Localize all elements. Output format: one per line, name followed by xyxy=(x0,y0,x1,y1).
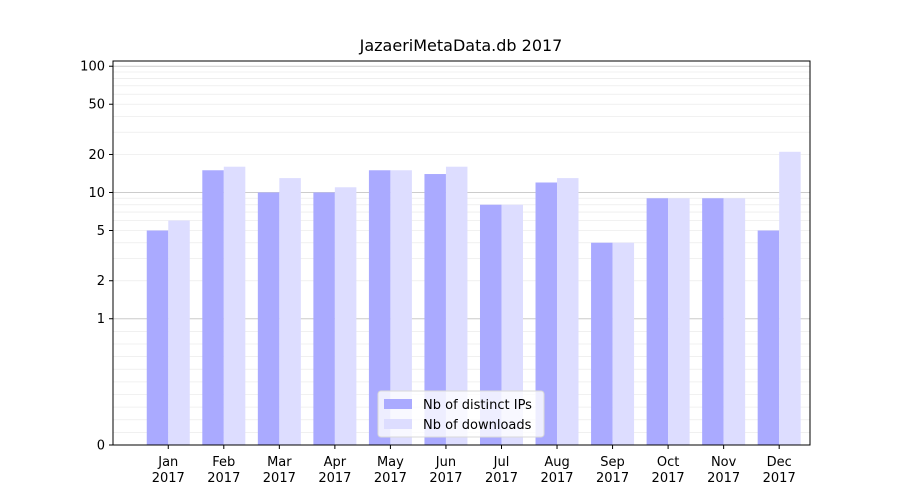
x-tick-label-month: Oct xyxy=(657,455,679,470)
x-tick-label-year: 2017 xyxy=(318,471,351,486)
bar-downloads xyxy=(445,166,468,445)
x-tick-label-month: Apr xyxy=(324,455,347,470)
bar-distinct-ips xyxy=(646,198,669,445)
x-tick-label-month: Sep xyxy=(600,455,625,470)
x-tick-label-year: 2017 xyxy=(540,471,573,486)
x-axis: Jan2017Feb2017Mar2017Apr2017May2017Jun20… xyxy=(152,445,796,486)
y-tick-label: 1 xyxy=(97,312,105,327)
bar-distinct-ips xyxy=(479,204,502,445)
x-tick-label-year: 2017 xyxy=(374,471,407,486)
y-tick-label: 5 xyxy=(97,224,105,239)
bar-distinct-ips xyxy=(257,192,280,445)
x-tick-label-month: Nov xyxy=(711,455,737,470)
x-tick-label-month: Aug xyxy=(544,455,569,470)
x-tick-label-year: 2017 xyxy=(763,471,796,486)
x-tick-label-year: 2017 xyxy=(596,471,629,486)
bar-downloads xyxy=(557,178,579,446)
legend-label-distinct-ips: Nb of distinct IPs xyxy=(423,398,532,413)
x-tick-label-year: 2017 xyxy=(152,471,185,486)
x-tick-label-month: Feb xyxy=(212,455,235,470)
bar-distinct-ips xyxy=(591,242,613,445)
bar-downloads xyxy=(612,242,635,445)
bar-downloads xyxy=(779,151,801,445)
x-tick-label-year: 2017 xyxy=(263,471,296,486)
legend-swatch-downloads xyxy=(384,419,412,429)
bar-downloads xyxy=(279,178,301,446)
legend-swatch-distinct-ips xyxy=(384,399,412,409)
bar-distinct-ips xyxy=(202,170,224,445)
chart-title: JazaeriMetaData.db 2017 xyxy=(359,36,563,55)
bars xyxy=(146,151,801,446)
y-tick-label: 2 xyxy=(97,274,105,289)
y-tick-label: 10 xyxy=(88,186,105,201)
bar-distinct-ips xyxy=(702,198,724,445)
bar-distinct-ips xyxy=(313,192,335,445)
legend-box xyxy=(377,390,545,438)
y-tick-label: 20 xyxy=(88,148,105,163)
x-tick-label-month: Jun xyxy=(435,455,456,470)
y-tick-label: 50 xyxy=(88,98,105,113)
y-tick-label: 0 xyxy=(97,439,105,454)
x-tick-label-year: 2017 xyxy=(207,471,240,486)
x-tick-label-month: May xyxy=(377,455,404,470)
bar-distinct-ips xyxy=(424,174,446,445)
x-tick-label-year: 2017 xyxy=(485,471,518,486)
x-tick-label-month: Dec xyxy=(767,455,792,470)
bar-downloads xyxy=(223,166,246,445)
x-tick-label-month: Jul xyxy=(493,455,510,470)
x-tick-label-year: 2017 xyxy=(429,471,462,486)
bar-distinct-ips xyxy=(757,230,780,445)
y-tick-label: 100 xyxy=(80,60,105,75)
x-tick-label-year: 2017 xyxy=(652,471,685,486)
y-axis: 0 1 2 5 10 20 50 100 xyxy=(80,60,113,454)
x-tick-label-month: Jan xyxy=(157,455,178,470)
legend: Nb of distinct IPs Nb of downloads xyxy=(377,390,545,438)
bar-distinct-ips xyxy=(146,230,169,445)
bar-downloads xyxy=(334,187,357,446)
bar-distinct-ips xyxy=(368,170,391,445)
plot-frame xyxy=(112,60,811,446)
bar-downloads xyxy=(390,170,412,445)
x-tick-label-month: Mar xyxy=(267,455,292,470)
bar-downloads xyxy=(668,198,690,445)
bar-downloads xyxy=(723,198,746,445)
bar-downloads xyxy=(501,204,523,445)
bar-downloads xyxy=(168,220,190,445)
legend-label-downloads: Nb of downloads xyxy=(423,418,532,433)
x-tick-label-year: 2017 xyxy=(707,471,740,486)
bar-distinct-ips xyxy=(535,182,558,445)
